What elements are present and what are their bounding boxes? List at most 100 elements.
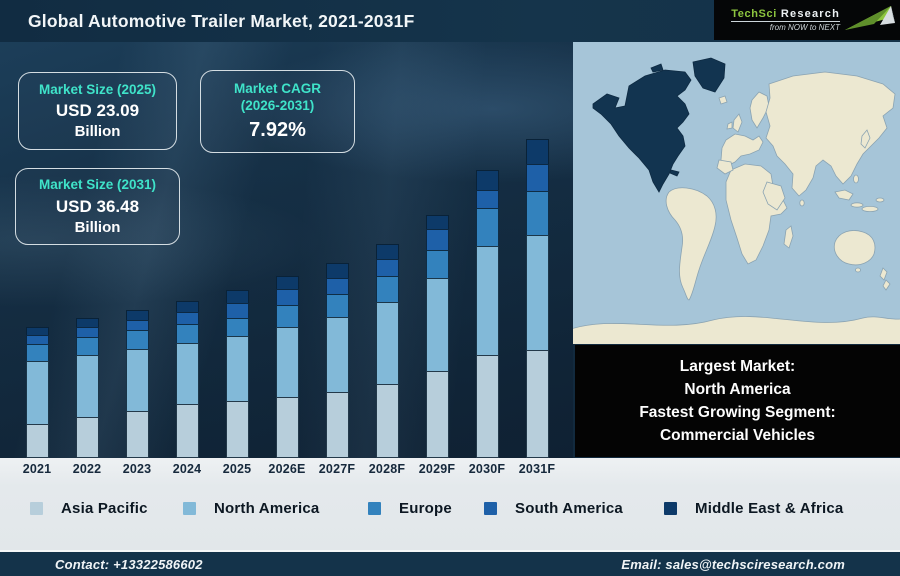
stat-label: (2026-2031): [240, 98, 315, 113]
x-axis-label-2024: 2024: [172, 462, 202, 476]
bar-segment-south-america: [475, 190, 499, 209]
x-axis-label-2028F: 2028F: [368, 462, 406, 476]
logo-brand-secondary: Research: [780, 8, 840, 20]
bar-segment-asia-pacific: [225, 401, 249, 458]
bar-2031F: [525, 139, 549, 458]
footer-email: Email: sales@techsciresearch.com: [621, 556, 845, 572]
bar-segment-middle-east-africa: [375, 244, 399, 260]
logo-brand-primary: TechSci: [731, 8, 777, 20]
bar-chart: Market Size (2025) USD 23.09 Billion Mar…: [0, 42, 573, 458]
bar-segment-europe: [325, 294, 349, 318]
bar-segment-north-america: [25, 361, 49, 425]
map-north-america-highlight: [592, 57, 726, 193]
bar-2028F: [375, 244, 399, 458]
bar-segment-middle-east-africa: [425, 215, 449, 230]
bar-segment-north-america: [475, 246, 499, 356]
bar-2026E: [275, 276, 299, 458]
bar-segment-north-america: [175, 343, 199, 405]
bar-segment-north-america: [425, 278, 449, 372]
bar-segment-asia-pacific: [175, 404, 199, 458]
bottom-band: 2021 2022 2023 2024 2025 2026E 2027F 2028F 2029F…: [0, 458, 900, 552]
bar-segment-asia-pacific: [125, 411, 149, 458]
callout-line: Largest Market:: [679, 358, 796, 375]
bar-segment-europe: [375, 276, 399, 303]
bar-segment-asia-pacific: [25, 424, 49, 458]
bar-segment-north-america: [375, 302, 399, 385]
bar-2029F: [425, 215, 449, 458]
stat-label: Market CAGR: [233, 81, 322, 97]
x-axis-label-2027F: 2027F: [318, 462, 356, 476]
legend-item-north-america: North America: [183, 500, 319, 517]
legend-label: Asia Pacific: [61, 500, 148, 517]
legend-label: South America: [515, 500, 623, 517]
bar-segment-north-america: [525, 235, 549, 351]
bar-2025: [225, 290, 249, 458]
legend-swatch-icon: [368, 502, 381, 515]
callout-line: Commercial Vehicles: [659, 427, 816, 444]
bar-segment-asia-pacific: [325, 392, 349, 458]
bar-segment-north-america: [325, 317, 349, 393]
bar-segment-asia-pacific: [425, 371, 449, 458]
bar-segment-europe: [525, 191, 549, 236]
bar-segment-north-america: [125, 349, 149, 412]
x-axis-label-2026E: 2026E: [268, 462, 306, 476]
bar-segment-south-america: [275, 289, 299, 306]
legend-item-asia-pacific: Asia Pacific: [30, 500, 148, 517]
bar-segment-middle-east-africa: [475, 170, 499, 191]
x-axis-label-2030F: 2030F: [468, 462, 506, 476]
page-title: Global Automotive Trailer Market, 2021-2…: [28, 11, 415, 31]
legend-swatch-icon: [30, 502, 43, 515]
x-axis-label-2031F: 2031F: [518, 462, 556, 476]
bar-segment-middle-east-africa: [525, 139, 549, 165]
stat-label: Market Size (2031): [38, 177, 157, 193]
stat-value: USD 23.09: [55, 101, 140, 121]
techsci-logo: TechSci Research from NOW to NEXT: [714, 0, 900, 40]
world-map: [573, 42, 900, 344]
bar-segment-europe: [475, 208, 499, 247]
largest-market-callout: Largest Market: North America Fastest Gr…: [575, 345, 900, 457]
bar-segment-asia-pacific: [275, 397, 299, 458]
bar-2023: [125, 310, 149, 458]
callout-line: North America: [684, 381, 791, 398]
bar-2021: [25, 327, 49, 458]
bar-2022: [75, 318, 99, 458]
bar-segment-asia-pacific: [525, 350, 549, 458]
legend-swatch-icon: [664, 502, 677, 515]
legend-label: Europe: [399, 500, 452, 517]
bar-segment-europe: [125, 330, 149, 350]
bar-segment-europe: [425, 250, 449, 279]
stat-box-market-size-2031: Market Size (2031) USD 36.48 Billion: [15, 168, 180, 245]
stat-label: Market Size (2025): [38, 81, 157, 97]
legend-label: North America: [214, 500, 320, 517]
bar-segment-middle-east-africa: [225, 290, 249, 304]
bar-2030F: [475, 170, 499, 458]
x-axis-label-2021: 2021: [22, 462, 52, 476]
bar-segment-south-america: [225, 303, 249, 319]
logo-arrow-icon: [845, 6, 895, 30]
legend-item-south-america: South America: [484, 500, 623, 517]
bar-segment-asia-pacific: [375, 384, 399, 458]
x-axis-label-2029F: 2029F: [418, 462, 456, 476]
footer-bar: Contact: +13322586602 Email: sales@techs…: [0, 550, 900, 576]
stat-value: 7.92%: [249, 118, 306, 141]
callout-line: Fastest Growing Segment:: [639, 404, 836, 421]
stat-box-market-size-2025: Market Size (2025) USD 23.09 Billion: [18, 72, 177, 150]
bar-segment-europe: [225, 318, 249, 337]
bar-segment-north-america: [275, 327, 299, 398]
bar-segment-asia-pacific: [75, 417, 99, 458]
bar-segment-europe: [75, 337, 99, 356]
logo-tagline: from NOW to NEXT: [769, 23, 840, 32]
bar-segment-europe: [175, 324, 199, 344]
footer-contact: Contact: +13322586602: [55, 556, 203, 572]
legend-label: Middle East & Africa: [695, 500, 844, 517]
x-axis-label-2023: 2023: [122, 462, 152, 476]
bar-segment-north-america: [75, 355, 99, 418]
map-continents: [573, 71, 900, 344]
bar-segment-middle-east-africa: [325, 263, 349, 279]
stat-unit: Billion: [74, 123, 121, 141]
logo-text: TechSci Research from NOW to NEXT: [731, 8, 840, 32]
bar-segment-north-america: [225, 336, 249, 402]
bar-2027F: [325, 263, 349, 458]
bar-segment-south-america: [425, 229, 449, 251]
bar-segment-south-america: [325, 278, 349, 295]
